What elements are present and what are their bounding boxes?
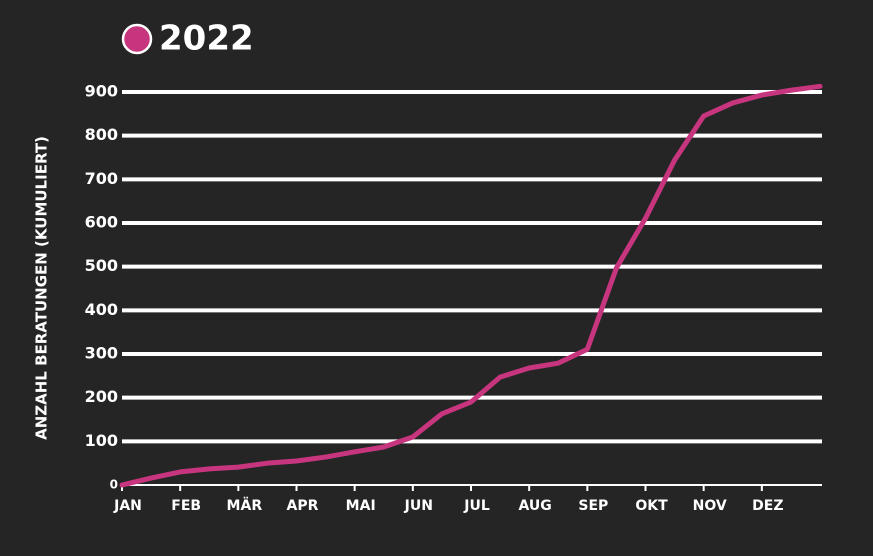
y-tick-label: 0: [110, 478, 118, 492]
x-tick-label: FEB: [171, 498, 201, 514]
x-tick-label: JUN: [404, 498, 433, 514]
x-tick-label: AUG: [519, 498, 552, 514]
legend-marker: [121, 23, 153, 55]
y-tick-label: 200: [85, 387, 118, 406]
x-tick-label: DEZ: [752, 498, 783, 514]
y-tick-label: 900: [85, 82, 118, 101]
y-tick-label: 100: [85, 431, 118, 450]
x-tick-label: JUL: [463, 498, 490, 514]
data-line: [119, 83, 823, 488]
x-tick-label: APR: [287, 498, 319, 514]
x-tick-label: OKT: [635, 498, 668, 514]
legend-label: 2022: [159, 19, 254, 59]
y-tick-label: 800: [85, 125, 118, 144]
y-tick-label: 600: [85, 213, 118, 232]
y-tick-label: 300: [85, 344, 118, 363]
x-tick-label: NOV: [693, 498, 727, 514]
x-tick-label: MAI: [346, 498, 376, 514]
y-axis-label: ANZAHL BERATUNGEN (KUMULIERT): [33, 136, 51, 440]
y-tick-label: 500: [85, 256, 118, 275]
x-tick-label: SEP: [578, 498, 608, 514]
x-tick-label: MÄR: [227, 497, 263, 514]
x-tick-label: JAN: [113, 498, 142, 514]
y-tick-label: 700: [85, 169, 118, 188]
y-tick-label: 400: [85, 300, 118, 319]
